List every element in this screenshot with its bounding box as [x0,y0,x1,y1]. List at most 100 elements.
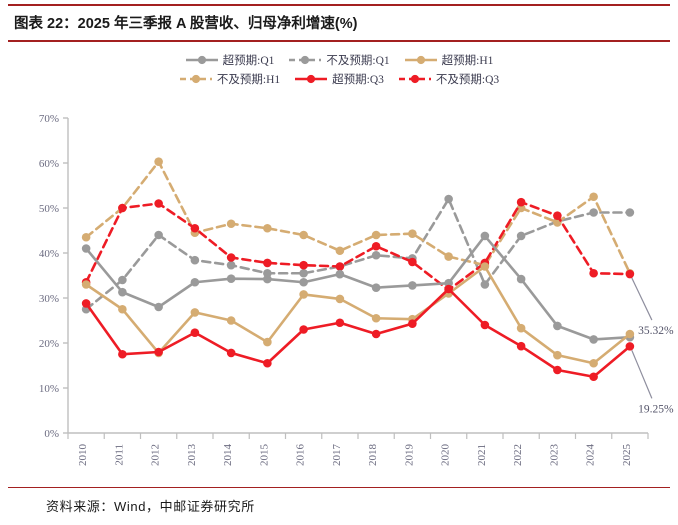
data-point [226,253,236,262]
data-point [408,319,417,328]
data-point [118,203,127,213]
data-point [589,335,598,344]
data-point [190,223,200,233]
legend-row: 不及预期:H1 超预期:Q3 不及预期:Q3 [179,71,499,87]
x-axis-tick-label: 2020 [440,444,452,467]
data-point [408,257,417,267]
series-line-bujiyuqi_h1 [84,160,632,275]
data-point [81,299,91,308]
y-axis-tick-label: 40% [39,248,59,260]
data-point [154,199,163,208]
y-axis-tick-label: 30% [39,293,59,305]
data-point [553,365,562,375]
data-point [118,304,127,314]
legend-label-chaoyuqi_q1: 超预期:Q1 [222,55,275,67]
legend-item-bujiyuqi_h1[interactable]: 不及预期:H1 [179,71,280,87]
legend-item-chaoyuqi_h1[interactable]: 超预期:H1 [404,52,493,68]
series-bujiyuqi_h1 [81,157,635,278]
data-point [226,316,236,325]
annotation-label: 35.32% [638,325,674,337]
data-point [335,269,345,279]
legend-item-bujiyuqi_q3[interactable]: 不及预期:Q3 [398,71,499,87]
legend-row: 超预期:Q1 不及预期:Q1 超预期:H1 [185,52,493,68]
data-point [226,219,236,229]
series-line-chaoyuqi_q1 [84,234,632,341]
data-point [190,277,200,287]
source-note: 资料来源：Wind，中邮证券研究所 [46,499,255,514]
data-point [516,274,526,284]
data-point [553,350,562,360]
data-point [589,268,598,278]
data-point [589,372,598,382]
data-point [371,230,381,240]
legend-label-bujiyuqi_h1: 不及预期:H1 [216,74,281,86]
data-point [190,255,200,265]
annotation-leader-line [631,350,653,399]
data-point [299,325,308,334]
series-chaoyuqi_q1 [81,231,635,344]
data-point [444,284,453,294]
plot-area: 0% 10% 20% 30% 40% 50% 60% 70% 2010 2011 2012 2013 2… [0,100,678,480]
data-point [444,252,453,261]
data-point [81,244,91,253]
data-point [516,197,526,207]
y-axis-tick-label: 60% [39,158,59,170]
legend-item-chaoyuqi_q3[interactable]: 超预期:Q3 [294,71,384,87]
data-point [480,262,490,271]
legend-swatch-bujiyuqi_q1-icon [288,53,322,67]
series-chaoyuqi_q3 [81,284,635,382]
legend-item-bujiyuqi_q1[interactable]: 不及预期:Q1 [288,52,390,68]
legend-swatch-chaoyuqi_q3-icon [294,72,328,86]
x-axis-tick-label: 2011 [113,444,125,466]
data-point [335,246,345,256]
data-point [408,281,417,290]
data-point [154,157,163,166]
data-point [263,274,272,284]
x-axis-tick-label: 2012 [150,444,162,466]
data-point [553,211,562,220]
data-point [335,262,345,271]
data-point [371,313,381,323]
data-point [480,320,490,330]
legend-swatch-bujiyuqi_h1-icon [179,72,213,86]
data-point [263,358,272,368]
data-point [371,329,381,339]
data-point [81,280,91,289]
data-point [553,321,562,331]
data-point [118,275,127,285]
y-axis-tick-label: 50% [39,203,59,215]
data-point [263,223,272,233]
data-point [625,269,635,279]
data-point [154,347,163,357]
data-point [154,302,163,312]
data-point [589,192,598,202]
x-axis-tick-label: 2014 [222,444,234,467]
data-point [299,290,308,299]
y-axis-tick-label: 20% [39,338,59,350]
annotation-label: 19.25% [638,403,674,415]
chart-legend: 超预期:Q1 不及预期:Q1 超预期:H1 不及预期:H1 超预期:Q3 不及预期:Q3 [0,52,678,87]
footer-divider [8,487,670,489]
data-point [190,328,200,337]
data-point [625,342,635,351]
title-bottom-divider [8,40,670,42]
data-point [263,258,272,268]
series-line-bujiyuqi_q1 [84,197,632,311]
y-axis-tick-label: 70% [39,113,59,125]
title-top-divider [8,4,670,6]
annotation-leader-line [631,277,653,321]
x-axis-tick-label: 2019 [403,444,415,467]
data-point [118,349,127,359]
data-point [589,358,598,368]
legend-label-bujiyuqi_q1: 不及预期:Q1 [326,55,390,67]
x-axis-tick-label: 2021 [476,444,488,466]
legend-label-bujiyuqi_q3: 不及预期:Q3 [435,74,500,86]
data-point [226,348,236,358]
data-point [625,208,635,217]
x-axis-tick-label: 2018 [367,444,379,467]
data-point [335,294,345,304]
data-point [118,287,127,297]
legend-item-chaoyuqi_q1[interactable]: 超预期:Q1 [185,52,275,68]
x-axis-tick-label: 2023 [548,444,560,467]
